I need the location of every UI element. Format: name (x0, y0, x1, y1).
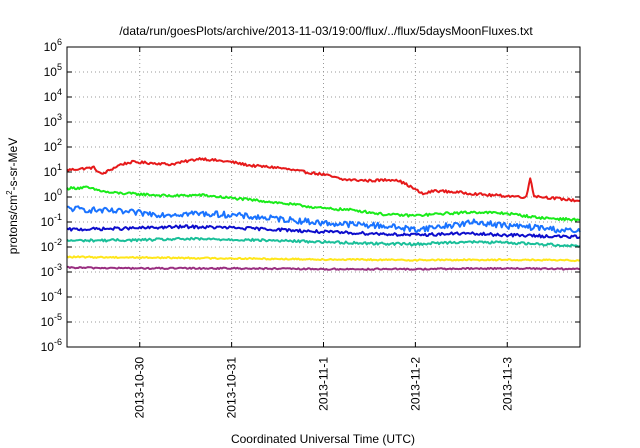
chart-title: /data/run/goesPlots/archive/2013-11-03/1… (119, 24, 533, 38)
series-line-5 (66, 236, 581, 248)
y-tick-label: 106 (44, 37, 62, 54)
y-tick-label: 103 (44, 112, 62, 129)
y-tick-label: 10-4 (41, 287, 62, 304)
y-axis: 10-6 10-5 10-4 10-3 10-2 10-1 100 101 102 103 104 1… (41, 37, 580, 354)
y-tick-label: 10-3 (41, 262, 62, 279)
x-tick-label: 2013-11-1 (317, 357, 331, 411)
y-tick-label: 10-1 (41, 212, 62, 229)
series-line-3 (67, 205, 581, 234)
y-tick-label: 101 (44, 162, 62, 179)
y-axis-label-exponent: 2 (5, 190, 14, 195)
y-tick-label: 105 (44, 62, 62, 79)
series-line-1 (66, 157, 580, 203)
x-axis-label: Coordinated Universal Time (UTC) (231, 432, 415, 446)
y-axis-label-rest: -s-sr-MeV (6, 138, 20, 191)
x-tick-label: 2013-11-2 (408, 357, 422, 411)
x-tick-label: 2013-10-31 (225, 357, 239, 419)
x-tick-label: 2013-11-3 (500, 357, 514, 411)
y-axis-label-text: protons/cm (6, 195, 20, 254)
x-axis: 2013-10-30 2013-10-31 2013-11-1 2013-11-2 20… (133, 47, 514, 419)
series-line-2 (66, 185, 581, 222)
y-axis-label: protons/cm2-s-sr-MeV (5, 138, 20, 254)
series-line-6 (66, 255, 581, 263)
series-line-7 (67, 265, 581, 271)
y-tick-label: 10-5 (41, 312, 62, 329)
series-line-4 (66, 224, 581, 239)
y-tick-label: 102 (44, 137, 62, 154)
grid (67, 47, 580, 347)
y-tick-label: 10-2 (41, 237, 62, 254)
y-tick-label: 100 (44, 187, 62, 204)
y-tick-label: 10-6 (41, 337, 62, 354)
x-tick-label: 2013-10-30 (133, 357, 147, 419)
y-tick-label: 104 (44, 87, 62, 104)
series-group (66, 157, 581, 271)
